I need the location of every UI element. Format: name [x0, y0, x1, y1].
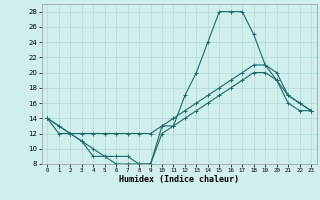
- X-axis label: Humidex (Indice chaleur): Humidex (Indice chaleur): [119, 175, 239, 184]
